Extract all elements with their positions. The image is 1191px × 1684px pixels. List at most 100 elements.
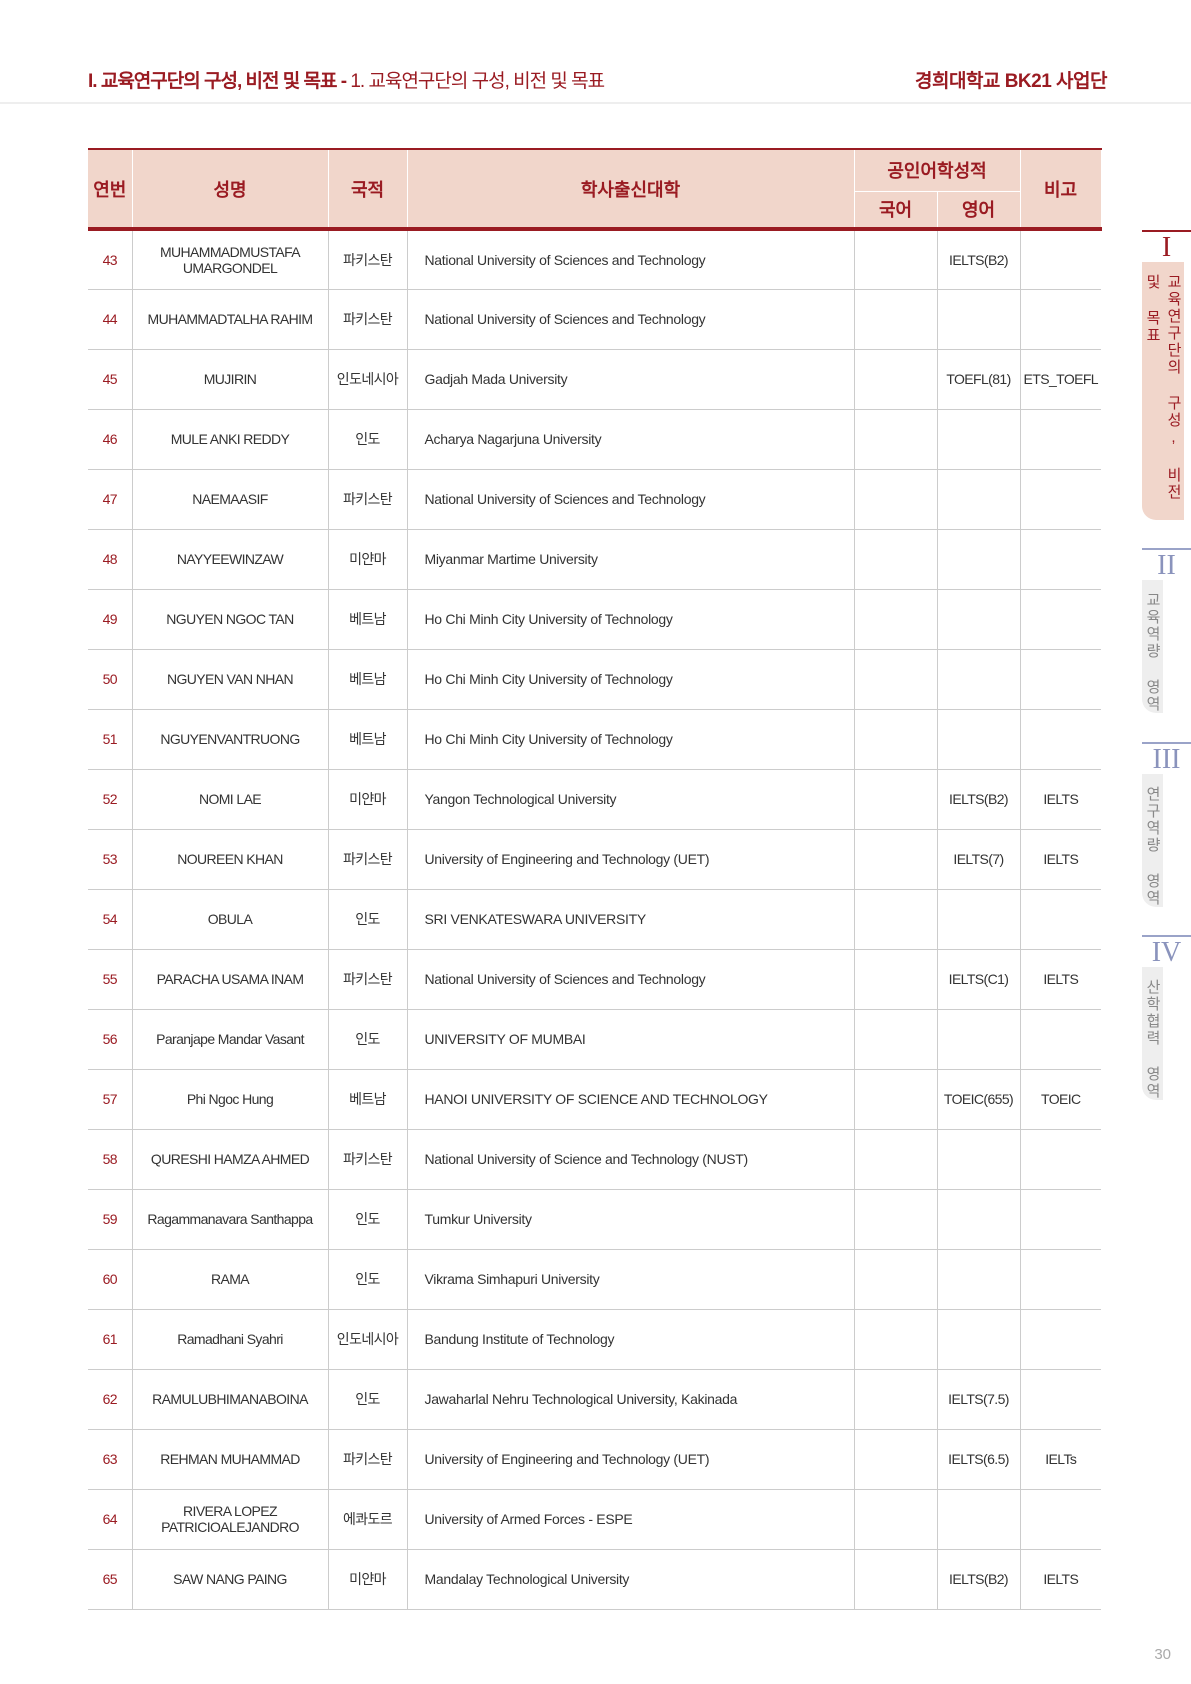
col-nation: 국적 [327, 148, 408, 231]
cell-nation: 베트남 [328, 1069, 408, 1130]
cell-eng [937, 1309, 1021, 1370]
cell-kor [854, 829, 938, 890]
col-name: 성명 [131, 148, 329, 231]
cell-eng [937, 409, 1021, 470]
cell-kor [854, 349, 938, 410]
table-row: 46 MULE ANKI REDDY 인도 Acharya Nagarjuna Uni… [88, 409, 1102, 470]
table-row: 58 QURESHI HAMZA AHMED 파키스탄 National Univer… [88, 1129, 1102, 1190]
cell-uni: Vikrama Simhapuri University [407, 1249, 855, 1310]
student-table: 연번 성명 국적 학사출신대학 공인어학성적 비고 국어 영어 43 MUHAMM… [88, 148, 1102, 1610]
cell-nation: 파키스탄 [328, 469, 408, 530]
cell-uni: Bandung Institute of Technology [407, 1309, 855, 1370]
cell-uni: Ho Chi Minh City University of Technolog… [407, 649, 855, 710]
cell-name: OBULA [132, 889, 329, 950]
cell-remark: IELTS [1020, 949, 1102, 1010]
table-row: 56 Paranjape Mandar Vasant 인도 UNIVERSITY OF… [88, 1009, 1102, 1070]
table-row: 49 NGUYEN NGOC TAN 베트남 Ho Chi Minh City Uni… [88, 589, 1102, 650]
cell-eng: TOEIC(655) [937, 1069, 1021, 1130]
table-row: 64 RIVERA LOPEZ PATRICIOALEJANDRO 에콰도르 Univ… [88, 1489, 1102, 1550]
cell-num: 57 [88, 1069, 133, 1130]
org-name: 경희대학교 BK21 사업단 [915, 71, 1107, 92]
cell-remark [1020, 469, 1102, 530]
cell-name: RIVERA LOPEZ PATRICIOALEJANDRO [132, 1489, 329, 1550]
cell-remark [1020, 1369, 1102, 1430]
page-header: I. 교육연구단의 구성, 비전 및 목표 - 1. 교육연구단의 구성, 비전… [0, 0, 1191, 104]
cell-nation: 미얀마 [328, 529, 408, 590]
cell-remark [1020, 1009, 1102, 1070]
cell-eng: IELTS(B2) [937, 1549, 1021, 1610]
cell-uni: HANOI UNIVERSITY OF SCIENCE AND TECHNOLO… [407, 1069, 855, 1130]
cell-name: RAMA [132, 1249, 329, 1310]
cell-name: MUHAMMADMUSTAFA UMARGONDEL [132, 229, 329, 290]
side-tab-2[interactable]: II 교육역량 영역 [1142, 548, 1191, 713]
cell-name: MUJIRIN [132, 349, 329, 410]
cell-remark [1020, 1249, 1102, 1310]
cell-eng: IELTS(7) [937, 829, 1021, 890]
cell-kor [854, 1069, 938, 1130]
cell-kor [854, 1309, 938, 1370]
cell-name: Phi Ngoc Hung [132, 1069, 329, 1130]
cell-name: PARACHA USAMA INAM [132, 949, 329, 1010]
cell-eng: TOEFL(81) [937, 349, 1021, 410]
cell-num: 50 [88, 649, 133, 710]
cell-nation: 인도 [328, 1369, 408, 1430]
cell-remark [1020, 589, 1102, 650]
cell-uni: SRI VENKATESWARA UNIVERSITY [407, 889, 855, 950]
table-row: 50 NGUYEN VAN NHAN 베트남 Ho Chi Minh City Uni… [88, 649, 1102, 710]
cell-eng [937, 529, 1021, 590]
cell-name: NGUYEN NGOC TAN [132, 589, 329, 650]
cell-nation: 인도 [328, 889, 408, 950]
cell-eng [937, 1189, 1021, 1250]
cell-kor [854, 1249, 938, 1310]
cell-nation: 인도 [328, 1249, 408, 1310]
cell-remark [1020, 409, 1102, 470]
cell-uni: Mandalay Technological University [407, 1549, 855, 1610]
cell-nation: 인도네시아 [328, 1309, 408, 1370]
side-tab-1[interactable]: I 교육연구단의 구성, 비전 및 목표 [1142, 230, 1191, 520]
col-no: 연번 [88, 148, 133, 231]
cell-name: RAMULUBHIMANABOINA [132, 1369, 329, 1430]
cell-kor [854, 1009, 938, 1070]
section-title: I. 교육연구단의 구성, 비전 및 목표 - 1. 교육연구단의 구성, 비전… [88, 71, 605, 92]
cell-kor [854, 1549, 938, 1610]
cell-nation: 파키스탄 [328, 1129, 408, 1190]
cell-kor [854, 409, 938, 470]
cell-remark [1020, 649, 1102, 710]
cell-remark: ETS_TOEFL [1020, 349, 1102, 410]
cell-nation: 인도 [328, 409, 408, 470]
side-tab-3[interactable]: III 연구역량 영역 [1142, 742, 1191, 907]
cell-num: 60 [88, 1249, 133, 1310]
cell-nation: 베트남 [328, 649, 408, 710]
cell-uni: Gadjah Mada University [407, 349, 855, 410]
cell-kor [854, 1429, 938, 1490]
cell-eng [937, 1009, 1021, 1070]
cell-nation: 베트남 [328, 589, 408, 650]
cell-uni: UNIVERSITY OF MUMBAI [407, 1009, 855, 1070]
table-row: 62 RAMULUBHIMANABOINA 인도 Jawaharlal Nehru T… [88, 1369, 1102, 1430]
cell-name: NAEMAASIF [132, 469, 329, 530]
tab-label: 교육역량 영역 [1142, 580, 1163, 713]
tab-label: 산학협력 영역 [1142, 967, 1163, 1100]
cell-name: NOUREEN KHAN [132, 829, 329, 890]
cell-nation: 파키스탄 [328, 949, 408, 1010]
cell-kor [854, 889, 938, 950]
tab-roman: I [1142, 230, 1191, 263]
cell-num: 46 [88, 409, 133, 470]
cell-num: 45 [88, 349, 133, 410]
cell-num: 59 [88, 1189, 133, 1250]
cell-nation: 베트남 [328, 709, 408, 770]
cell-remark [1020, 1129, 1102, 1190]
col-lang: 공인어학성적 [853, 148, 1021, 191]
cell-remark [1020, 889, 1102, 950]
cell-name: QURESHI HAMZA AHMED [132, 1129, 329, 1190]
tab-roman: IV [1142, 935, 1191, 968]
table-row: 52 NOMI LAE 미얀마 Yangon Technological Univer… [88, 769, 1102, 830]
cell-remark [1020, 709, 1102, 770]
cell-num: 64 [88, 1489, 133, 1550]
cell-name: Ragammanavara Santhappa [132, 1189, 329, 1250]
cell-nation: 미얀마 [328, 769, 408, 830]
cell-kor [854, 229, 938, 290]
cell-name: NGUYEN VAN NHAN [132, 649, 329, 710]
side-tab-4[interactable]: IV 산학협력 영역 [1142, 935, 1191, 1100]
table-row: 61 Ramadhani Syahri 인도네시아 Bandung Institute… [88, 1309, 1102, 1370]
